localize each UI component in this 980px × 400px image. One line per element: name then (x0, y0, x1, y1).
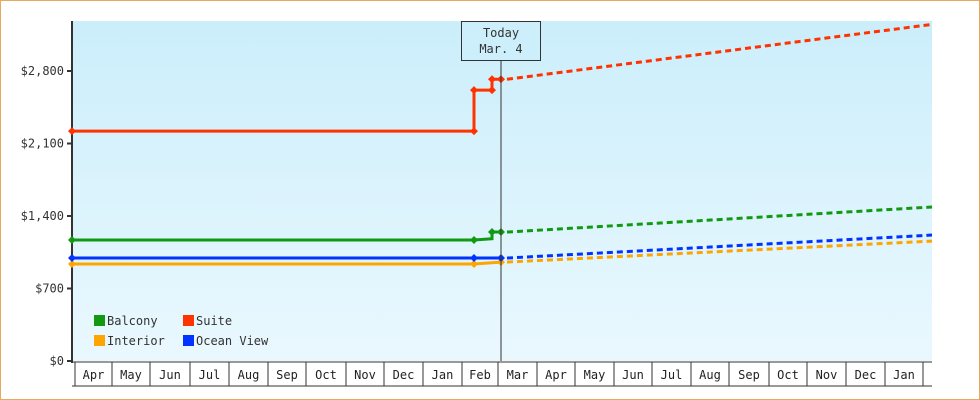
today-date: Mar. 4 (479, 42, 523, 56)
data-point-marker (470, 236, 478, 245)
y-tick-label: $0 (50, 354, 64, 368)
projection-line-interior (506, 239, 933, 264)
month-label: Jun (159, 368, 181, 382)
legend-label: Interior (107, 334, 165, 348)
legend-swatch (94, 315, 105, 326)
data-point-marker (68, 260, 76, 269)
legend: Balcony Suite Interior Ocean View (94, 314, 269, 348)
data-point-marker (68, 127, 76, 136)
series-lines (68, 22, 933, 269)
data-point-marker (68, 236, 76, 245)
month-label: Aug (238, 368, 260, 382)
month-label: May (584, 368, 606, 382)
month-label: Jul (199, 368, 221, 382)
month-label: Jul (661, 368, 683, 382)
projection-line-ocean-view (506, 233, 933, 260)
month-label: Oct (315, 368, 337, 382)
data-point-marker (68, 254, 76, 263)
month-label: Mar (507, 368, 529, 382)
data-point-marker (470, 86, 478, 95)
y-tick-label: $2,100 (21, 137, 64, 151)
legend-label: Balcony (107, 314, 158, 328)
month-label: Nov (354, 368, 376, 382)
projection-line-suite (506, 22, 933, 81)
month-label: Jan (893, 368, 915, 382)
y-ticks: $0 $700 $1,400 $2,100 $2,800 (21, 64, 72, 368)
legend-swatch (183, 315, 194, 326)
legend-swatch (183, 335, 194, 346)
y-tick-label: $700 (35, 282, 64, 296)
y-tick-label: $1,400 (21, 209, 64, 223)
month-label: Nov (816, 368, 838, 382)
legend-swatch (94, 335, 105, 346)
data-point-marker (470, 127, 478, 136)
today-marker: Today Mar. 4 (461, 21, 541, 61)
month-label: Jun (622, 368, 644, 382)
month-label: Aug (699, 368, 721, 382)
legend-label: Suite (196, 314, 232, 328)
data-point-marker (488, 228, 496, 237)
month-label: Dec (855, 368, 877, 382)
data-point-marker (470, 254, 478, 263)
month-label: Jan (432, 368, 454, 382)
month-label: Oct (777, 368, 799, 382)
projection-line-balcony (506, 205, 933, 234)
month-label: Sep (738, 368, 760, 382)
data-point-marker (488, 86, 496, 95)
today-label: Today (482, 26, 520, 40)
month-label: Apr (83, 368, 105, 382)
month-label: Dec (393, 368, 415, 382)
x-axis-months: Apr May Jun Jul Aug Sep Oct Nov Dec Jan Feb Mar Apr M… (72, 361, 932, 387)
month-label: Apr (545, 368, 567, 382)
y-tick-label: $2,800 (21, 64, 64, 78)
data-point-marker (470, 260, 478, 269)
data-point-marker (488, 75, 496, 84)
month-label: Sep (276, 368, 298, 382)
month-label: May (120, 368, 142, 382)
plot-area (72, 21, 932, 361)
legend-label: Ocean View (196, 334, 269, 348)
month-label: Feb (469, 368, 491, 382)
